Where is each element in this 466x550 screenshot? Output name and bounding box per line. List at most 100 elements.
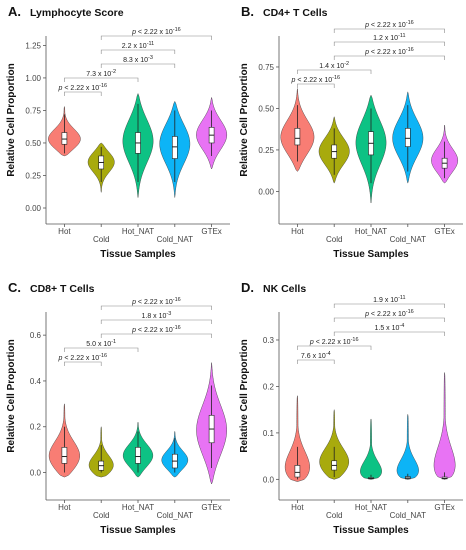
x-tick-label: Cold_NAT: [157, 235, 193, 244]
comparison-bracket: [333, 331, 445, 336]
comparison-pvalue: p < 2.22 x 10-16: [364, 20, 414, 29]
panel-title: NK Cells: [263, 283, 306, 295]
comparison-bracket: [64, 361, 102, 366]
y-tick-label: 1.25: [25, 41, 41, 50]
y-axis-title: Relative Cell Proportion: [6, 339, 17, 452]
y-tick-label: 0.2: [30, 423, 42, 432]
comparison-bracket: [100, 319, 212, 324]
comparison-bracket: [297, 345, 372, 350]
comparison-pvalue: 7.6 x 10-4: [301, 351, 331, 360]
y-axis-title: Relative Cell Proportion: [239, 339, 250, 452]
comparison-pvalue: p < 2.22 x 10-16: [290, 75, 340, 84]
x-tick-label: GTEx: [201, 503, 221, 512]
comparison-bracket: [297, 83, 335, 88]
violin-Cold: [319, 409, 350, 480]
y-axis-title: Relative Cell Proportion: [239, 63, 250, 176]
box-iqr: [405, 128, 411, 147]
panel-title: CD4+ T Cells: [263, 7, 328, 19]
comparison-pvalue: p < 2.22 x 10-16: [131, 27, 181, 36]
violin-GTEx: [433, 372, 456, 480]
panel-label: A.: [8, 4, 21, 19]
y-tick-label: 1.00: [25, 74, 41, 83]
panel-label: C.: [8, 280, 21, 295]
comparison-pvalue: p < 2.22 x 10-16: [131, 325, 181, 334]
y-tick-label: 0.6: [30, 331, 42, 340]
comparison-bracket: [100, 49, 176, 54]
comparison-pvalue: 1.9 x 10-11: [373, 295, 405, 304]
box-iqr: [61, 447, 68, 464]
x-tick-label: Hot_NAT: [122, 227, 154, 236]
comparison-pvalue: p < 2.22 x 10-16: [131, 297, 181, 306]
box-iqr: [294, 465, 301, 478]
x-tick-label: Cold_NAT: [390, 511, 426, 520]
comparison-pvalue: 1.8 x 10-3: [141, 311, 171, 320]
y-tick-label: 0.4: [30, 377, 42, 386]
comparison-bracket: [100, 333, 212, 338]
violin-Cold_NAT: [396, 414, 419, 480]
x-tick-label: GTEx: [434, 227, 454, 236]
comparison-bracket: [64, 347, 139, 352]
x-axis-title: Tissue Samples: [333, 249, 409, 260]
x-tick-label: GTEx: [201, 227, 221, 236]
x-tick-label: Cold_NAT: [390, 235, 426, 244]
comparison-bracket: [64, 77, 139, 82]
panel-title: CD8+ T Cells: [30, 283, 95, 295]
x-tick-label: Cold: [326, 235, 342, 244]
comparison-bracket: [100, 305, 212, 310]
x-tick-label: Cold_NAT: [157, 511, 193, 520]
x-tick-label: Hot: [291, 227, 304, 236]
y-tick-label: 0.2: [263, 382, 275, 391]
comparison-pvalue: p < 2.22 x 10-16: [57, 353, 107, 362]
x-tick-label: Cold: [93, 235, 109, 244]
comparison-pvalue: 8.3 x 10-3: [123, 55, 153, 64]
y-tick-label: 0.50: [258, 104, 274, 113]
y-tick-label: 0.50: [25, 139, 41, 148]
panel-label: D.: [241, 280, 254, 295]
comparison-pvalue: 1.2 x 10-11: [373, 33, 405, 42]
comparison-bracket: [100, 63, 176, 68]
x-tick-label: GTEx: [434, 503, 454, 512]
y-tick-label: 0.0: [263, 475, 275, 484]
violin-Hot: [284, 395, 310, 482]
panel-title: Lymphocyte Score: [30, 7, 124, 19]
y-tick-label: 0.0: [30, 469, 42, 478]
x-axis-title: Tissue Samples: [333, 525, 409, 536]
comparison-pvalue: p < 2.22 x 10-16: [309, 337, 359, 346]
y-tick-label: 0.75: [258, 63, 274, 72]
y-tick-label: 0.75: [25, 106, 41, 115]
x-tick-label: Hot_NAT: [355, 227, 387, 236]
comparison-bracket: [297, 69, 372, 74]
box-iqr: [61, 132, 68, 145]
comparison-bracket: [333, 28, 445, 33]
comparison-pvalue: 2.2 x 10-11: [122, 41, 154, 50]
y-tick-label: 0.00: [25, 204, 41, 213]
x-tick-label: Cold: [93, 511, 109, 520]
violin-Hot_NAT: [360, 418, 382, 480]
x-tick-label: Hot: [291, 503, 304, 512]
comparison-bracket: [100, 35, 212, 40]
comparison-pvalue: p < 2.22 x 10-16: [364, 47, 414, 56]
x-tick-label: Hot: [58, 227, 71, 236]
comparison-pvalue: 1.4 x 10-2: [319, 61, 349, 70]
panel-1: A. Lymphocyte Score 0.00 0.25 0.50 0.75 1.00 1.…: [6, 4, 230, 260]
x-tick-label: Cold: [326, 511, 342, 520]
comparison-pvalue: 5.0 x 10-1: [86, 339, 116, 348]
comparison-pvalue: 1.5 x 10-4: [374, 323, 404, 332]
y-tick-label: 0.1: [263, 429, 275, 438]
comparison-bracket: [333, 303, 445, 308]
comparison-bracket: [333, 55, 445, 60]
box-iqr: [135, 447, 141, 464]
box-iqr: [294, 128, 301, 146]
panel-3: C. CD8+ T Cells 0.0 0.2 0.4 0.6 Relative Cell …: [6, 280, 230, 536]
panel-label: B.: [241, 4, 254, 19]
x-tick-label: Hot_NAT: [122, 503, 154, 512]
y-tick-label: 0.25: [258, 146, 274, 155]
panel-4: D. NK Cells 0.0 0.1 0.2 0.3 Relative Cell Prop…: [239, 280, 463, 536]
y-axis-title: Relative Cell Proportion: [6, 63, 17, 176]
comparison-pvalue: 7.3 x 10-2: [86, 69, 116, 78]
panel-2: B. CD4+ T Cells 0.00 0.25 0.50 0.75 Relative C…: [239, 4, 463, 260]
comparison-pvalue: p < 2.22 x 10-16: [364, 309, 414, 318]
x-axis-title: Tissue Samples: [100, 249, 176, 260]
x-axis-title: Tissue Samples: [100, 525, 176, 536]
